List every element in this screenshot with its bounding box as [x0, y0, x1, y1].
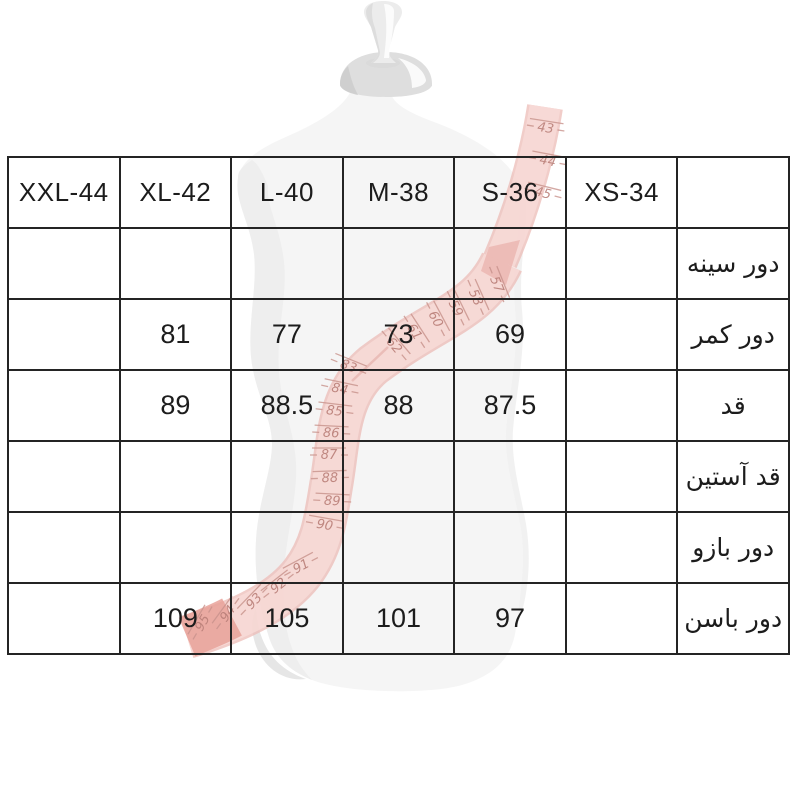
size-header-cell: S-36: [453, 156, 567, 229]
measurement-value-cell: [453, 227, 567, 300]
measurement-value-cell: [564, 227, 679, 300]
size-chart-row: دور بازو: [7, 511, 790, 584]
measurement-value-cell: [7, 369, 121, 442]
size-chart-row: قد آستین: [7, 440, 790, 513]
measurement-value-cell: [453, 511, 567, 584]
measurement-value-cell: [453, 440, 567, 513]
measurement-value-cell: [564, 511, 679, 584]
size-chart-header-row: XXL-44 XL-42 L-40 M-38 S-36 XS-34: [7, 156, 790, 229]
measurement-value-cell: 73: [341, 298, 456, 371]
dress-form-shadow-bottom: [252, 608, 306, 680]
measurement-value-cell: [7, 227, 121, 300]
measurement-value-cell: 101: [341, 582, 456, 655]
size-chart-row: 109 105 101 97 دور باسن: [7, 582, 790, 655]
measurement-value-cell: 97: [453, 582, 567, 655]
measurement-value-cell: [341, 511, 456, 584]
measurement-value-cell: 89: [118, 369, 233, 442]
measurement-value-cell: 81: [118, 298, 233, 371]
size-chart-row: دور سینه: [7, 227, 790, 300]
measurement-value-cell: [7, 298, 121, 371]
size-header-cell: M-38: [341, 156, 456, 229]
dress-form-knob-highlight: [384, 4, 394, 58]
size-header-cell: XXL-44: [7, 156, 121, 229]
measurement-value-cell: 69: [453, 298, 567, 371]
dress-form-cap-shade: [340, 66, 358, 95]
measurement-value-cell: [7, 511, 121, 584]
measurement-value-cell: [230, 440, 344, 513]
measurement-value-cell: [7, 440, 121, 513]
measurement-value-cell: [564, 582, 679, 655]
measurement-label-cell: دور بازو: [676, 511, 790, 584]
measurement-value-cell: [564, 369, 679, 442]
measurement-label-cell: دور باسن: [676, 582, 790, 655]
tape-tick-line: [529, 117, 564, 125]
measurement-value-cell: [230, 227, 344, 300]
measurement-label-cell: قد: [676, 369, 790, 442]
measurement-label-cell: دور کمر: [676, 298, 790, 371]
tape-cm-mark: 43: [526, 117, 565, 137]
measurement-value-cell: [564, 298, 679, 371]
measurement-label-cell: دور سینه: [676, 227, 790, 300]
size-header-cell: XS-34: [564, 156, 679, 229]
measurement-value-cell: [564, 440, 679, 513]
measurement-value-cell: 88: [341, 369, 456, 442]
measurement-value-cell: [341, 440, 456, 513]
dress-form-cap-highlight: [398, 58, 426, 88]
measurement-label-cell: قد آستین: [676, 440, 790, 513]
tape-tick-line: [526, 124, 534, 127]
measurement-value-cell: [118, 440, 233, 513]
measurement-value-cell: [118, 511, 233, 584]
measurement-value-cell: [118, 227, 233, 300]
measurement-value-cell: 105: [230, 582, 344, 655]
measurement-value-cell: [230, 511, 344, 584]
measurement-value-cell: 87.5: [453, 369, 567, 442]
size-chart-row: 81 77 73 69 دور کمر: [7, 298, 790, 371]
size-chart-table: XXL-44 XL-42 L-40 M-38 S-36 XS-34 دور سینه 81 77…: [7, 156, 790, 655]
measurement-value-cell: 77: [230, 298, 344, 371]
measurement-value-cell: 88.5: [230, 369, 344, 442]
size-header-cell: L-40: [230, 156, 344, 229]
tape-tick-line: [557, 129, 565, 132]
measurement-value-cell: 109: [118, 582, 233, 655]
size-header-cell: XL-42: [118, 156, 233, 229]
corner-cell: [676, 156, 790, 229]
measurement-value-cell: [7, 582, 121, 655]
measurement-value-cell: [341, 227, 456, 300]
dress-form-knob-shade: [366, 3, 380, 63]
size-chart-row: 89 88.5 88 87.5 قد: [7, 369, 790, 442]
tape-number: 43: [536, 120, 555, 137]
